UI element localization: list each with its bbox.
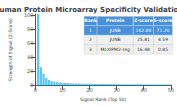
svg-text:80: 80: [27, 26, 33, 32]
svg-text:20: 20: [27, 68, 33, 74]
svg-text:40: 40: [27, 54, 33, 60]
svg-text:102.00: 102.00: [136, 28, 152, 33]
svg-text:71.20: 71.20: [157, 28, 170, 33]
svg-text:Z-score: Z-score: [134, 18, 153, 23]
svg-text:20: 20: [86, 87, 92, 93]
svg-text:Protein: Protein: [106, 18, 125, 23]
svg-text:0: 0: [30, 82, 34, 89]
svg-text:60: 60: [27, 40, 33, 46]
svg-text:Signal Rank (Top 50): Signal Rank (Top 50): [80, 97, 126, 102]
svg-text:Rank: Rank: [84, 18, 98, 23]
svg-text:MLXIPM2-reg: MLXIPM2-reg: [101, 47, 130, 52]
svg-text:10: 10: [59, 87, 65, 93]
svg-text:25.81: 25.81: [137, 37, 150, 42]
svg-text:2: 2: [89, 37, 92, 42]
svg-text:4.59: 4.59: [158, 37, 168, 42]
svg-text:100: 100: [23, 12, 34, 19]
svg-text:3: 3: [89, 47, 92, 52]
svg-text:40: 40: [141, 87, 147, 93]
svg-text:Strength of Signal (Z-Score): Strength of Signal (Z-Score): [8, 18, 13, 81]
svg-text:30: 30: [113, 87, 119, 93]
svg-text:JUNB: JUNB: [109, 37, 121, 42]
svg-text:0: 0: [34, 87, 37, 93]
svg-text:Human Protein Microarray Speci: Human Protein Microarray Specificity Val…: [0, 6, 177, 14]
svg-text:16.48: 16.48: [137, 47, 150, 52]
svg-text:0.85: 0.85: [158, 47, 168, 52]
svg-text:1: 1: [89, 28, 92, 33]
svg-text:S-score: S-score: [154, 18, 173, 23]
svg-text:JUNB: JUNB: [109, 28, 121, 33]
svg-text:50: 50: [168, 87, 174, 93]
